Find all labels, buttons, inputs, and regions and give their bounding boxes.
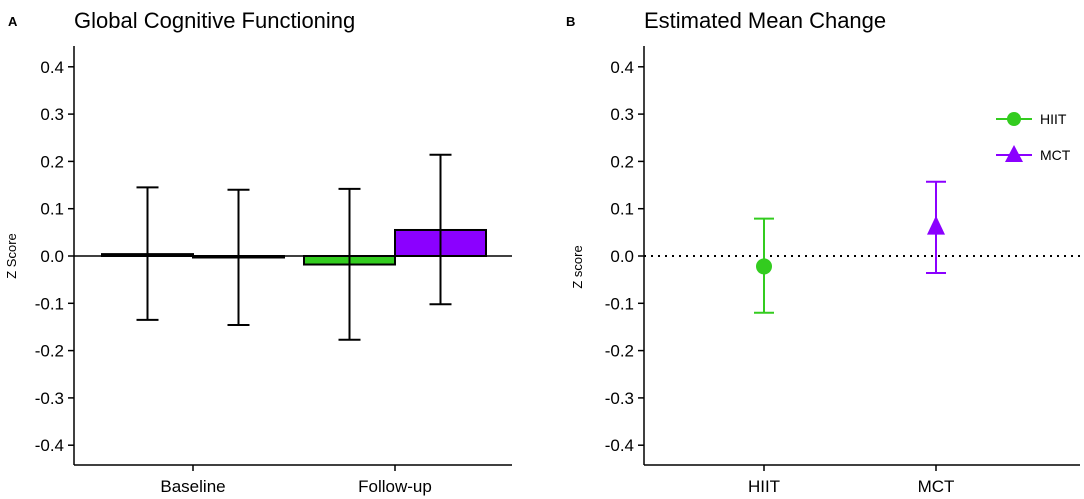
- legend-label-mct: MCT: [1040, 147, 1071, 163]
- y-tick-label: -0.2: [605, 342, 634, 361]
- y-tick-label: -0.1: [605, 294, 634, 313]
- x-tick-label: Baseline: [160, 477, 225, 496]
- y-tick-label: 0.4: [40, 58, 64, 77]
- panel-b-title: Estimated Mean Change: [644, 8, 886, 33]
- y-tick-label: -0.4: [35, 436, 64, 455]
- panel-b-points: [754, 180, 946, 314]
- panel-b-y-axis-title: Z score: [570, 245, 585, 288]
- panel-a: A Global Cognitive Functioning Z Score 0…: [4, 8, 512, 496]
- x-tick-label: Follow-up: [358, 477, 432, 496]
- panel-b-label: B: [566, 14, 575, 29]
- panel-a-label: A: [8, 14, 18, 29]
- y-tick-label: -0.3: [35, 389, 64, 408]
- x-tick-label: MCT: [918, 477, 955, 496]
- legend-label-hiit: HIIT: [1040, 111, 1067, 127]
- point-hiit: [756, 258, 772, 275]
- y-tick-label: -0.3: [605, 389, 634, 408]
- panel-a-y-ticks: 0.4 0.3 0.2 0.1 0.0 -0.1 -0.2 -0.3 -0.4: [35, 58, 74, 455]
- panel-a-y-axis-title: Z Score: [4, 233, 19, 279]
- y-tick-label: -0.2: [35, 342, 64, 361]
- panel-b: B Estimated Mean Change Z score 0.40.30.…: [566, 8, 1080, 496]
- panel-a-x-ticks: Baseline Follow-up: [160, 465, 432, 496]
- legend-marker-hiit: [1007, 112, 1021, 126]
- y-tick-label: 0.0: [40, 247, 64, 266]
- y-tick-label: 0.4: [610, 58, 634, 77]
- y-tick-label: 0.3: [610, 105, 634, 124]
- point-mct: [927, 215, 945, 235]
- panel-b-x-ticks: HIIT MCT: [748, 465, 954, 496]
- y-tick-label: -0.1: [35, 294, 64, 313]
- y-tick-label: 0.1: [610, 200, 634, 219]
- y-tick-label: 0.2: [40, 152, 64, 171]
- panel-b-legend: HIIT MCT: [996, 111, 1071, 163]
- y-tick-label: 0.0: [610, 247, 634, 266]
- panel-a-error-bars: [136, 153, 452, 341]
- legend-marker-mct: [1005, 145, 1023, 162]
- y-tick-label: 0.3: [40, 105, 64, 124]
- y-tick-label: 0.2: [610, 152, 634, 171]
- y-tick-label: 0.1: [40, 200, 64, 219]
- x-tick-label: HIIT: [748, 477, 780, 496]
- panel-a-title: Global Cognitive Functioning: [74, 8, 355, 33]
- y-tick-label: -0.4: [605, 436, 634, 455]
- panel-a-bars: [101, 228, 487, 266]
- panel-b-y-ticks: 0.4 0.3 0.2 0.1 0.0 -0.1 -0.2 -0.3 -0.4: [605, 58, 644, 455]
